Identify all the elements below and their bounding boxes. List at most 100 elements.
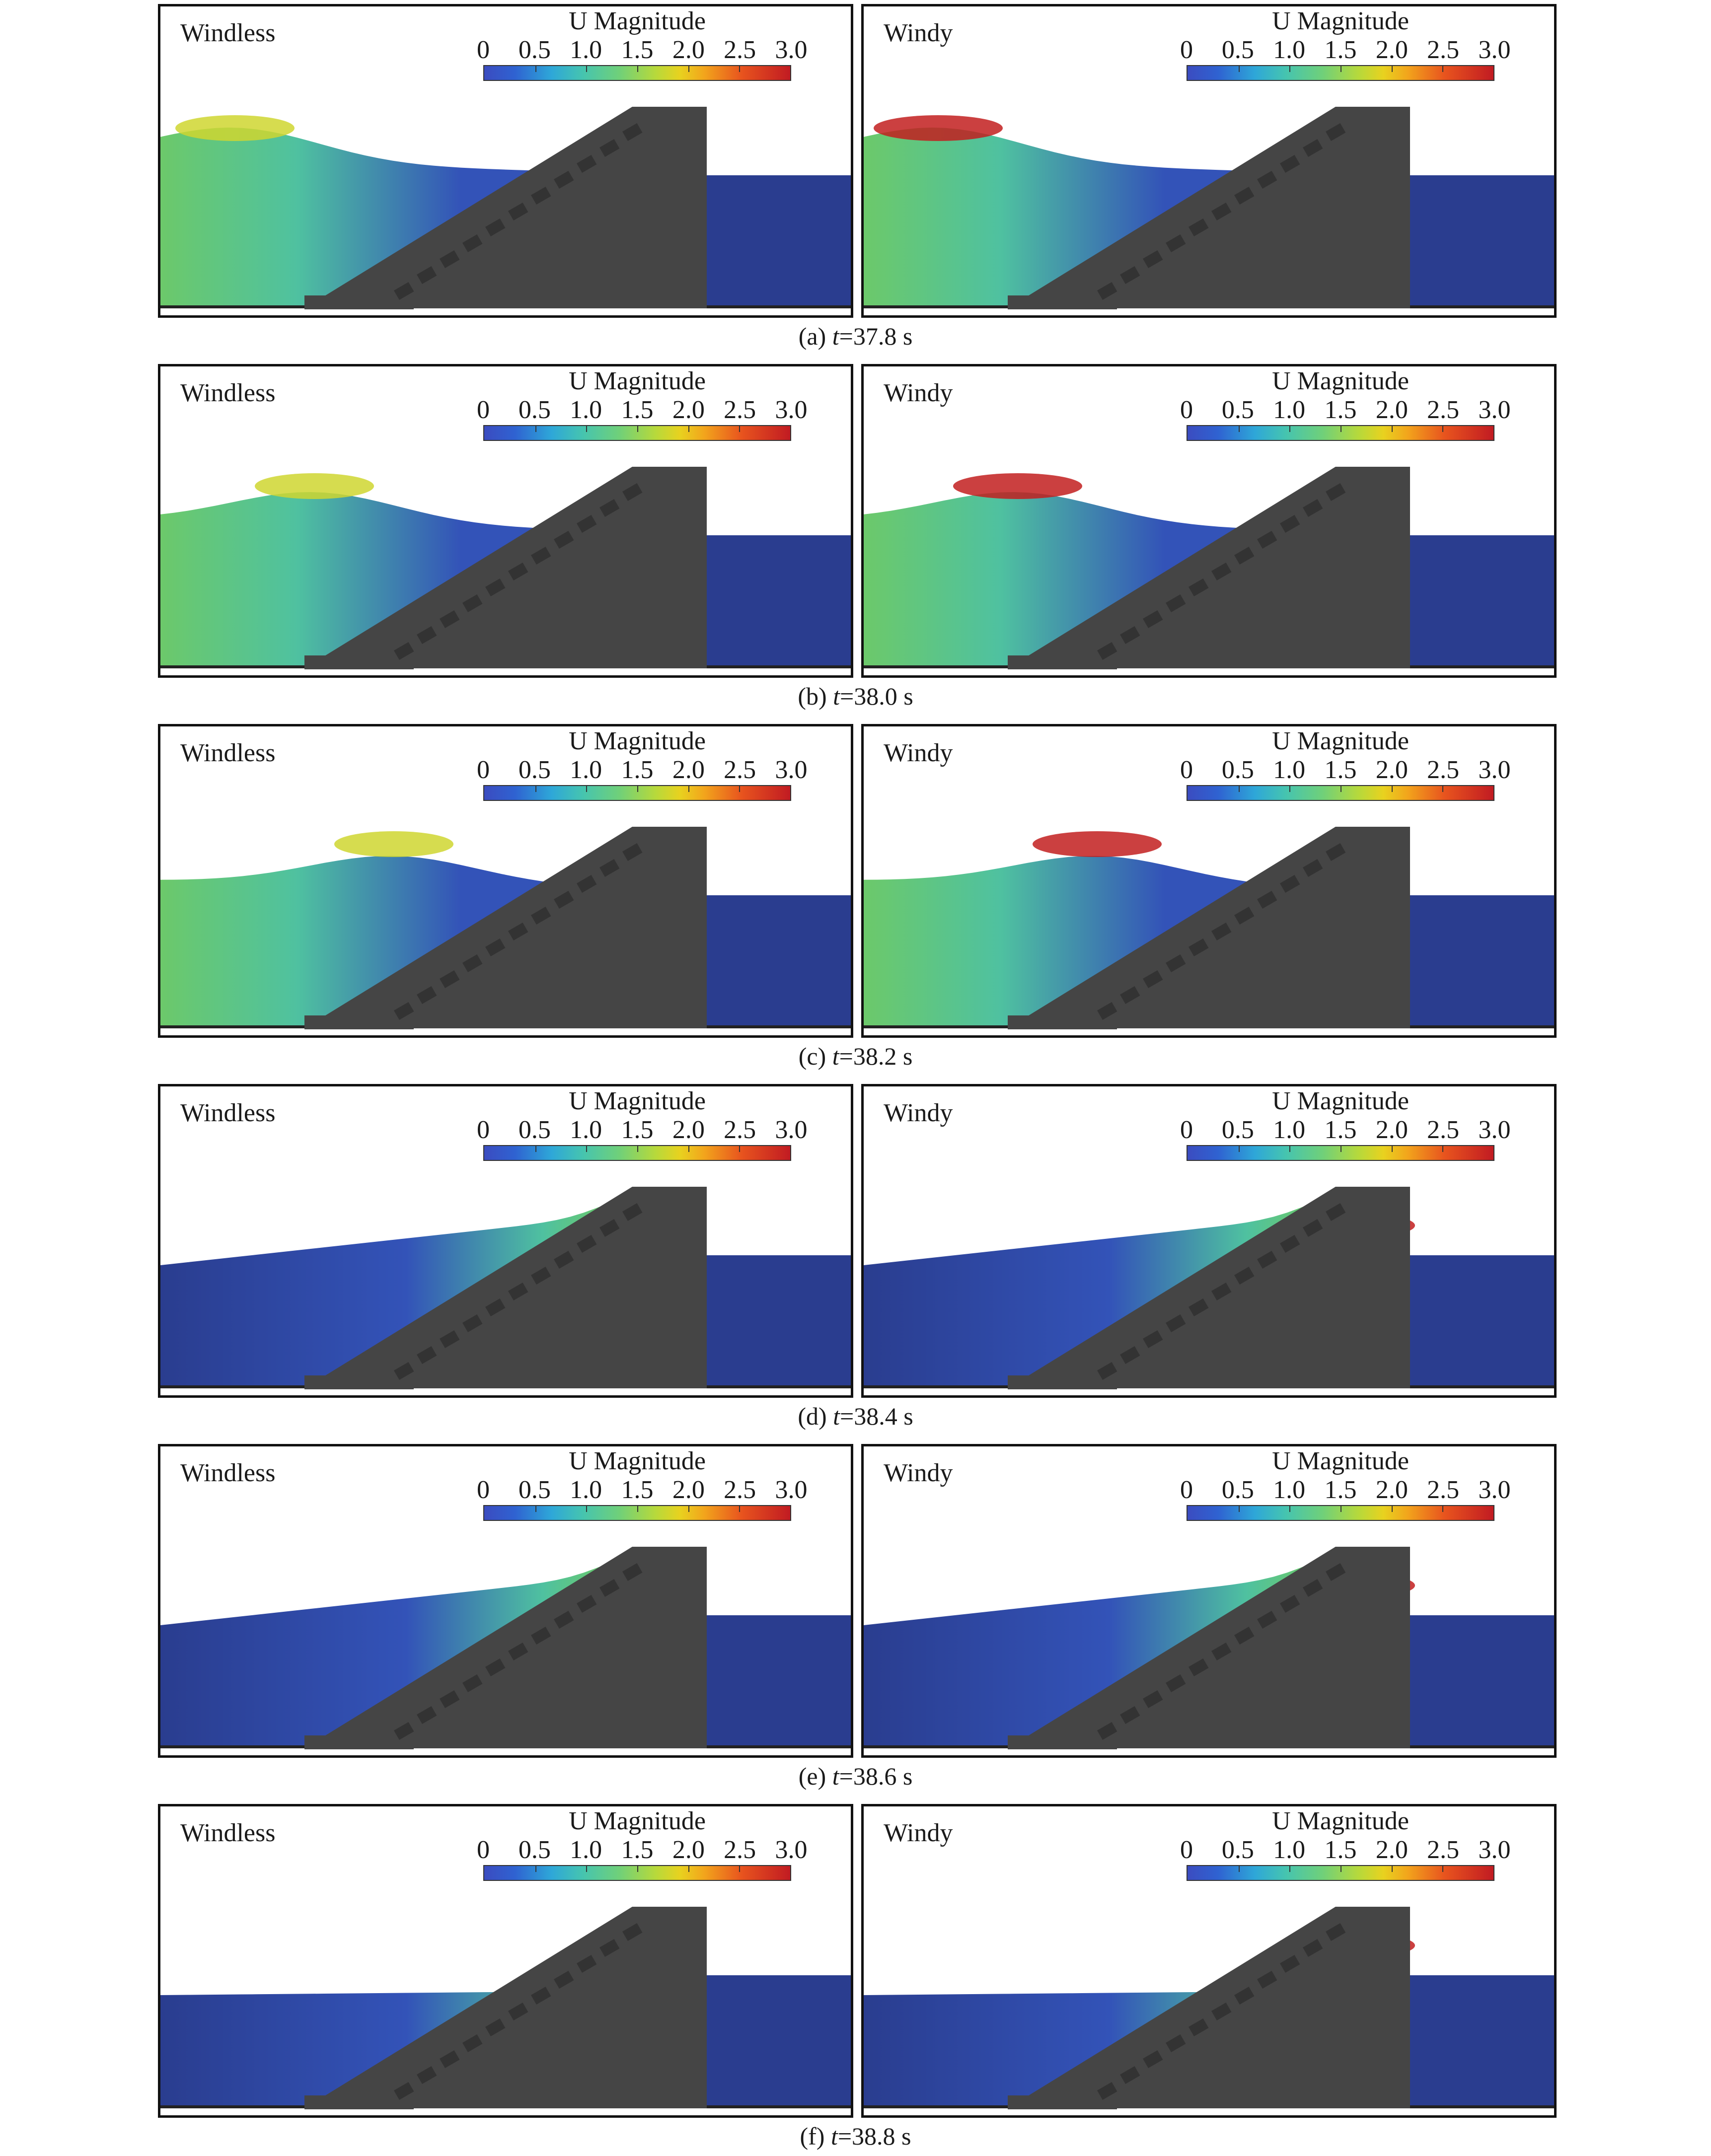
- colorbar-tick: [1391, 425, 1393, 432]
- colorbar-tick-label: 2.5: [724, 36, 756, 64]
- colorbar-gradient: [1187, 1865, 1494, 1881]
- colorbar-tick-label: 2.5: [1427, 1116, 1460, 1144]
- colorbar-gradient: [1187, 425, 1494, 441]
- colorbar: U Magnitude 0 0.5 1.0 1.5 2.0 2.5 3.0: [1180, 1088, 1511, 1163]
- colorbar-tick-label: 0: [1180, 1476, 1193, 1504]
- colorbar-tick: [1340, 785, 1341, 792]
- colorbar-tick: [688, 65, 689, 72]
- colorbar-tick-label: 0: [477, 1476, 490, 1504]
- armor-block-icon: [1326, 1923, 1346, 1941]
- colorbar-tick-label: 2.5: [1427, 1836, 1460, 1864]
- armor-block-icon: [599, 139, 620, 157]
- colorbar-tick: [535, 1505, 536, 1512]
- colorbar-tick: [1442, 425, 1444, 432]
- armor-block-icon: [1257, 531, 1277, 549]
- colorbar-tick: [688, 1865, 689, 1872]
- leeward-water: [1410, 895, 1554, 1025]
- caption-value: =37.8 s: [839, 322, 913, 350]
- caption-variable: t: [833, 1402, 840, 1430]
- colorbar-tick-label: 0.5: [518, 36, 551, 64]
- colorbar-tick: [1340, 1505, 1341, 1512]
- toe-berm: [1008, 655, 1117, 669]
- armor-block-icon: [508, 563, 528, 581]
- colorbar-tick: [739, 785, 741, 792]
- condition-label: Windless: [180, 1819, 276, 1847]
- armor-block-icon: [1303, 1939, 1323, 1957]
- armor-block-icon: [1211, 563, 1232, 581]
- colorbar-tick-label: 3.0: [775, 1116, 808, 1144]
- armor-block-icon: [1234, 187, 1255, 205]
- colorbar-tick-label: 2.5: [1427, 36, 1460, 64]
- colorbar-tick: [1238, 785, 1240, 792]
- breakwater-structure-icon: [1008, 827, 1410, 1028]
- colorbar-tick-label: 1.5: [1324, 756, 1357, 784]
- armor-block-icon: [439, 1690, 460, 1709]
- panel-windless-4: Windless U Magnitude 0 0.5 1.0 1.5 2.0 2.5 3.0: [158, 1084, 853, 1398]
- colorbar-title: U Magnitude: [1272, 727, 1409, 755]
- colorbar-tick: [688, 785, 689, 792]
- colorbar-tick-label: 2.0: [672, 36, 705, 64]
- colorbar-tick-label: 2.5: [1427, 396, 1460, 424]
- colorbar-tick-label: 1.5: [1324, 1836, 1357, 1864]
- colorbar: U Magnitude 0 0.5 1.0 1.5 2.0 2.5 3.0: [477, 1448, 808, 1523]
- colorbar-tick: [586, 1145, 588, 1152]
- condition-label: Windless: [180, 1459, 276, 1487]
- condition-label: Windy: [884, 19, 953, 47]
- armor-block-icon: [1280, 1955, 1300, 1973]
- colorbar-tick: [535, 65, 536, 72]
- colorbar-tick: [637, 1505, 638, 1512]
- armor-block-icon: [1189, 578, 1209, 597]
- armor-block-icon: [1280, 1595, 1300, 1613]
- colorbar-tick-label: 1.0: [1273, 1476, 1306, 1504]
- colorbar-tick: [535, 785, 536, 792]
- armor-block-icon: [439, 970, 460, 989]
- colorbar-tick: [637, 65, 638, 72]
- leeward-water: [1410, 1615, 1554, 1745]
- colorbar-gradient: [483, 1505, 791, 1521]
- armor-block-icon: [622, 483, 643, 502]
- row-caption: (c) t=38.2 s: [0, 1044, 1711, 1069]
- panel-windless-2: Windless U Magnitude 0 0.5 1.0 1.5 2.0 2.5 3.0: [158, 364, 853, 678]
- caption-value: =38.6 s: [839, 1762, 913, 1790]
- panel-windless-6: Windless U Magnitude 0 0.5 1.0 1.5 2.0 2.5 3.0: [158, 1804, 853, 2118]
- caption-value: =38.0 s: [840, 682, 913, 710]
- colorbar-tick: [1442, 785, 1444, 792]
- armor-block-icon: [1211, 2003, 1232, 2021]
- panel-windy-4: Windy U Magnitude 0 0.5 1.0 1.5 2.0 2.5 3.0: [861, 1084, 1557, 1398]
- colorbar-tick: [739, 1505, 741, 1512]
- colorbar-tick: [535, 425, 536, 432]
- colorbar-tick-label: 0.5: [1221, 1476, 1254, 1504]
- armor-block-icon: [1257, 1610, 1277, 1629]
- armor-block-icon: [1120, 2066, 1140, 2084]
- colorbar-tick: [1340, 65, 1341, 72]
- armor-block-icon: [439, 250, 460, 269]
- colorbar-title: U Magnitude: [1272, 7, 1409, 35]
- caption-label: (f): [800, 2122, 831, 2150]
- colorbar-tick-label: 1.5: [1324, 1116, 1357, 1144]
- condition-label: Windless: [180, 19, 276, 47]
- breakwater-structure-icon: [304, 1907, 707, 2108]
- colorbar-tick-label: 1.5: [1324, 36, 1357, 64]
- armor-block-icon: [417, 1346, 437, 1365]
- armor-block-icon: [577, 1235, 597, 1253]
- armor-block-icon: [1303, 139, 1323, 157]
- panel-windy-2: Windy U Magnitude 0 0.5 1.0 1.5 2.0 2.5 3.0: [861, 364, 1557, 678]
- condition-label: Windless: [180, 379, 276, 407]
- colorbar-tick-label: 0: [477, 36, 490, 64]
- armor-block-icon: [485, 938, 506, 957]
- colorbar-tick-label: 1.5: [1324, 1476, 1357, 1504]
- colorbar-tick: [1340, 1865, 1341, 1872]
- colorbar-title: U Magnitude: [569, 1087, 706, 1115]
- colorbar-tick: [688, 1145, 689, 1152]
- leeward-water: [707, 1255, 851, 1385]
- breakwater-structure-icon: [1008, 1187, 1410, 1388]
- armor-block-icon: [462, 594, 483, 613]
- armor-block-icon: [1189, 938, 1209, 957]
- colorbar-tick-label: 2.0: [1375, 1476, 1408, 1504]
- colorbar: U Magnitude 0 0.5 1.0 1.5 2.0 2.5 3.0: [1180, 727, 1511, 803]
- panel-windy-1: Windy U Magnitude 0 0.5 1.0 1.5 2.0 2.5 3.0: [861, 4, 1557, 318]
- armor-block-icon: [554, 171, 574, 189]
- armor-block-icon: [485, 1658, 506, 1677]
- colorbar-tick: [1238, 1865, 1240, 1872]
- wave-crest: [255, 473, 374, 499]
